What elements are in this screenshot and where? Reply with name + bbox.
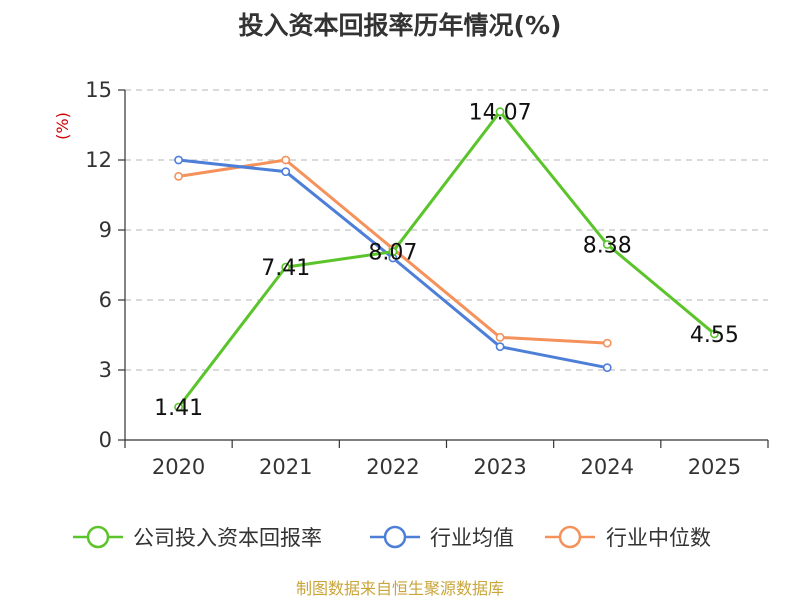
data-point (495, 342, 505, 352)
legend-marker (383, 525, 407, 549)
data-point (602, 240, 612, 249)
legend: 公司投入资本回报率 行业均值 行业中位数 (73, 525, 711, 550)
data-label: 8.07 (368, 241, 417, 266)
x-tick-label: 2020 (152, 455, 205, 479)
data-label: 4.55 (690, 323, 739, 348)
y-tick-label: 6 (99, 288, 112, 312)
data-point (174, 402, 183, 412)
data-point (602, 363, 612, 373)
data-label: 14.07 (469, 101, 532, 126)
data-label: 8.38 (583, 233, 632, 258)
data-point (388, 247, 398, 257)
x-tick-label: 2023 (473, 455, 526, 479)
data-label: 1.41 (154, 396, 203, 421)
chart-title: 投入资本回报率历年情况(%) (239, 11, 562, 40)
x-tick-label: 2022 (366, 455, 419, 479)
data-point (281, 167, 291, 177)
data-point (174, 155, 183, 165)
data-point (495, 107, 505, 117)
series-line (177, 110, 716, 409)
data-point (495, 332, 505, 342)
x-tick-label: 2025 (688, 455, 741, 479)
y-tick-label: 12 (85, 148, 112, 172)
x-tick-label: 2024 (581, 455, 634, 479)
data-point (602, 338, 612, 348)
legend-label: 公司投入资本回报率 (133, 526, 322, 550)
y-tick-label: 0 (99, 428, 112, 452)
y-tick-label: 3 (99, 358, 112, 382)
series-lines (174, 107, 719, 412)
y-tick-label: 9 (99, 218, 112, 242)
x-tick-label: 2021 (259, 455, 312, 479)
y-axis-ticks: 0 3 6 9 12 15 (85, 78, 126, 452)
data-point (710, 329, 719, 339)
grid-lines (125, 89, 768, 371)
y-axis-unit: (%) (53, 112, 72, 140)
legend-marker (86, 525, 110, 549)
data-point (281, 262, 291, 272)
data-labels: 1.41 7.41 8.07 14.07 8.38 4.55 (154, 101, 739, 421)
legend-marker (558, 525, 582, 549)
y-tick-label: 15 (85, 78, 112, 102)
data-point (281, 155, 291, 165)
x-axis: 2020 2021 2022 2023 2024 2025 (124, 439, 769, 479)
legend-label: 行业均值 (430, 526, 514, 550)
data-label: 7.41 (261, 256, 310, 281)
data-point (174, 171, 183, 181)
source-note: 制图数据来自恒生聚源数据库 (296, 579, 504, 598)
legend-label: 行业中位数 (606, 526, 711, 550)
